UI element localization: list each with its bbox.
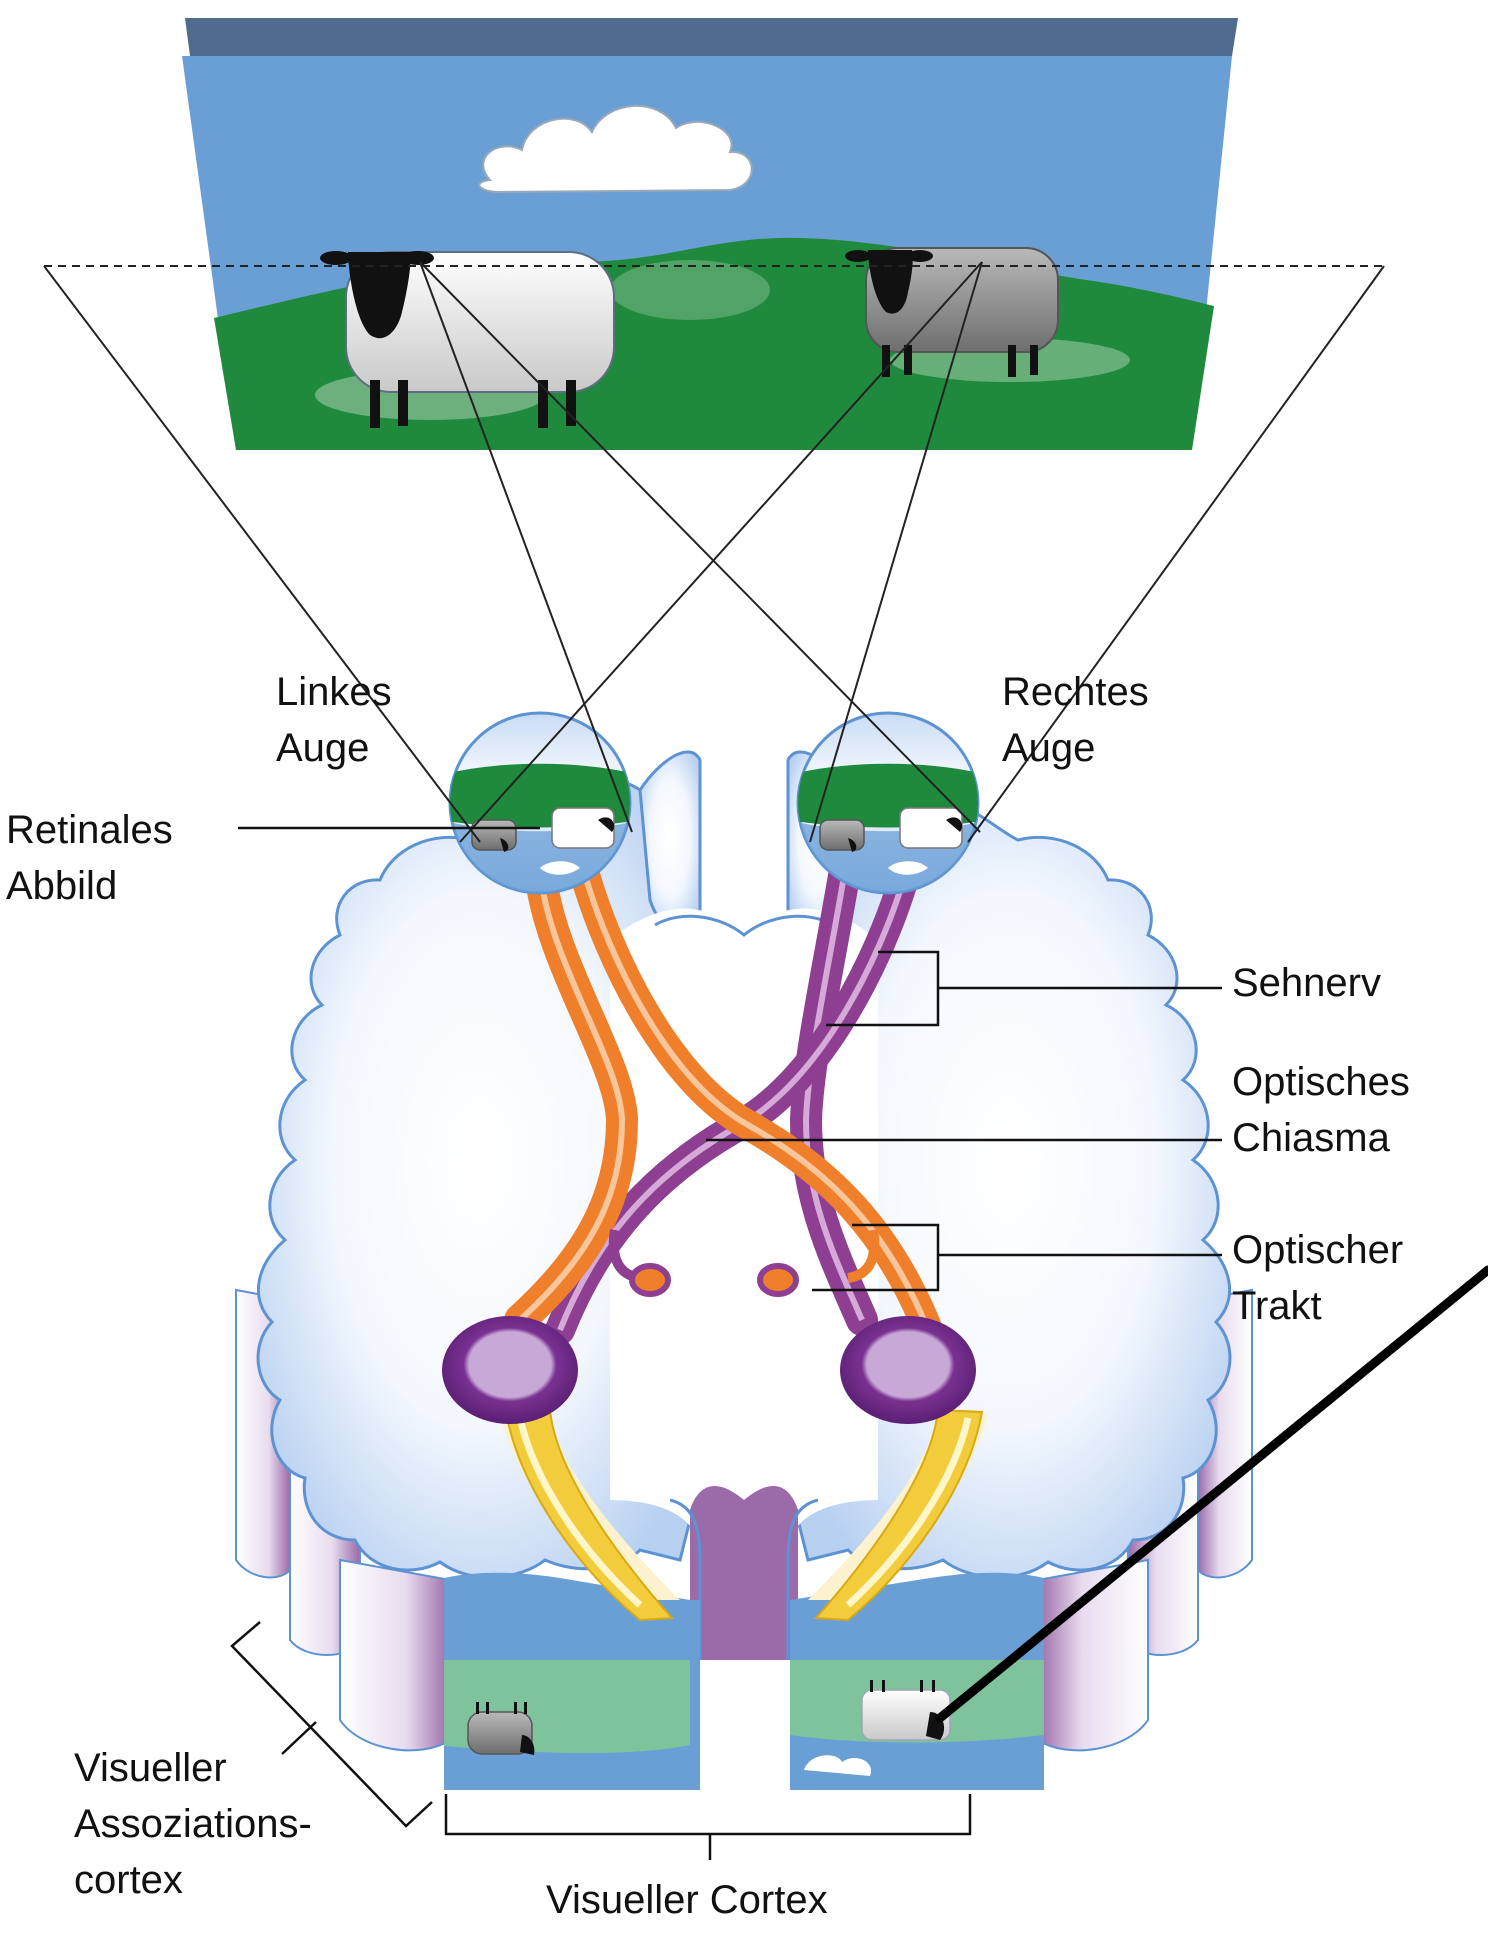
optic-radiation xyxy=(500,1408,988,1622)
label-optic-tract: Optischer Trakt xyxy=(1232,1222,1403,1334)
label-retinal-image: Retinales Abbild xyxy=(6,802,173,914)
label-left-eye-line1: Linkes xyxy=(276,670,392,714)
label-optic-chiasm-line1: Optisches xyxy=(1232,1060,1410,1104)
label-visual-association-cortex: Visueller Assoziations- cortex xyxy=(74,1740,312,1908)
label-optic-chiasm: Optisches Chiasma xyxy=(1232,1054,1410,1166)
label-left-eye: Linkes Auge xyxy=(276,664,392,776)
lateral-geniculate-right xyxy=(840,1316,976,1424)
label-visual-cortex: Visueller Cortex xyxy=(546,1872,828,1928)
label-visual-cortex-line1: Visueller Cortex xyxy=(546,1878,828,1922)
left-eye xyxy=(448,711,632,895)
projection-lines xyxy=(43,261,1385,843)
leader-lines xyxy=(230,826,1222,1860)
label-assoc-cortex-line3: cortex xyxy=(74,1858,183,1902)
scene-panel xyxy=(182,18,1238,450)
cloud-icon xyxy=(478,105,753,194)
label-right-eye-line2: Auge xyxy=(1002,726,1096,770)
label-optic-tract-line1: Optischer xyxy=(1232,1228,1404,1272)
lateral-geniculate-left xyxy=(442,1316,578,1424)
pointer-line xyxy=(935,1265,1488,1723)
label-assoc-cortex-line2: Assoziations- xyxy=(74,1802,312,1846)
brain xyxy=(235,750,1253,1752)
optic-pathways xyxy=(504,854,943,1345)
visual-cortex-right xyxy=(790,1572,1044,1790)
label-assoc-cortex-line1: Visueller xyxy=(74,1746,227,1790)
label-optic-nerve: Sehnerv xyxy=(1232,955,1381,1011)
label-right-eye-line1: Rechtes xyxy=(1002,670,1149,714)
label-optic-chiasm-line2: Chiasma xyxy=(1232,1116,1390,1160)
label-left-eye-line2: Auge xyxy=(276,726,370,770)
label-retinal-image-line1: Retinales xyxy=(6,808,173,852)
label-retinal-image-line2: Abbild xyxy=(6,864,118,908)
label-optic-nerve-line1: Sehnerv xyxy=(1232,961,1381,1005)
label-optic-tract-line2: Trakt xyxy=(1232,1284,1322,1328)
gray-sheep-icon xyxy=(845,247,1059,377)
visual-cortex-left xyxy=(444,1572,700,1790)
label-right-eye: Rechtes Auge xyxy=(1002,664,1149,776)
